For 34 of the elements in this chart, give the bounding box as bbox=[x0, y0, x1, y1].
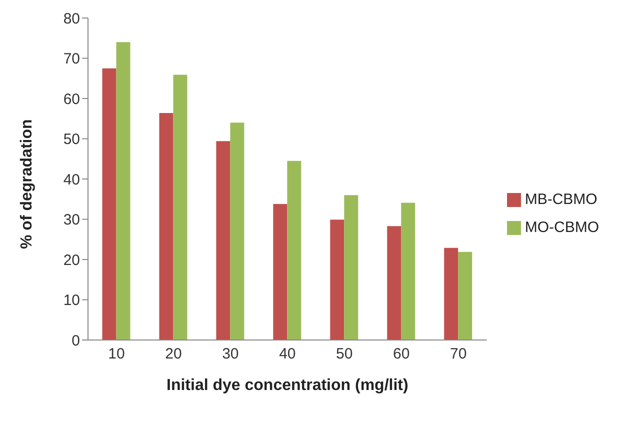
bar bbox=[287, 160, 302, 340]
bar bbox=[330, 220, 344, 340]
y-tick-label: 30 bbox=[63, 212, 80, 229]
y-tick-label: 20 bbox=[63, 252, 80, 269]
y-axis-title: % of degradation bbox=[18, 119, 36, 249]
bar bbox=[116, 42, 130, 340]
y-tick-label: 10 bbox=[63, 292, 80, 310]
legend-label: MB-CBMO bbox=[524, 191, 598, 208]
x-tick-label: 60 bbox=[393, 346, 410, 363]
x-tick-label: 50 bbox=[336, 346, 353, 363]
y-tick-label: 70 bbox=[63, 50, 80, 68]
bar bbox=[230, 122, 244, 340]
bar bbox=[173, 74, 188, 340]
bar bbox=[458, 252, 472, 340]
bar bbox=[387, 226, 402, 340]
x-tick-label: 40 bbox=[279, 346, 296, 363]
y-tick-label: 60 bbox=[63, 90, 80, 108]
y-tick-label: 80 bbox=[63, 10, 80, 28]
legend-label: MO-CBMO bbox=[524, 219, 599, 236]
x-tick-label: 70 bbox=[450, 346, 467, 363]
x-tick-label: 30 bbox=[222, 346, 239, 363]
bar bbox=[159, 112, 174, 340]
bar bbox=[444, 248, 458, 340]
bar bbox=[344, 195, 358, 340]
y-tick-label: 40 bbox=[63, 171, 80, 188]
bar bbox=[401, 202, 416, 340]
x-tick-label: 20 bbox=[165, 346, 182, 363]
bar bbox=[216, 141, 230, 340]
y-tick-label: 0 bbox=[72, 332, 80, 350]
bar bbox=[273, 204, 288, 340]
x-axis-title: Initial dye concentration (mg/lit) bbox=[166, 377, 408, 394]
bar bbox=[102, 68, 116, 340]
x-tick-label: 10 bbox=[108, 346, 125, 363]
y-tick-label: 50 bbox=[63, 131, 80, 148]
